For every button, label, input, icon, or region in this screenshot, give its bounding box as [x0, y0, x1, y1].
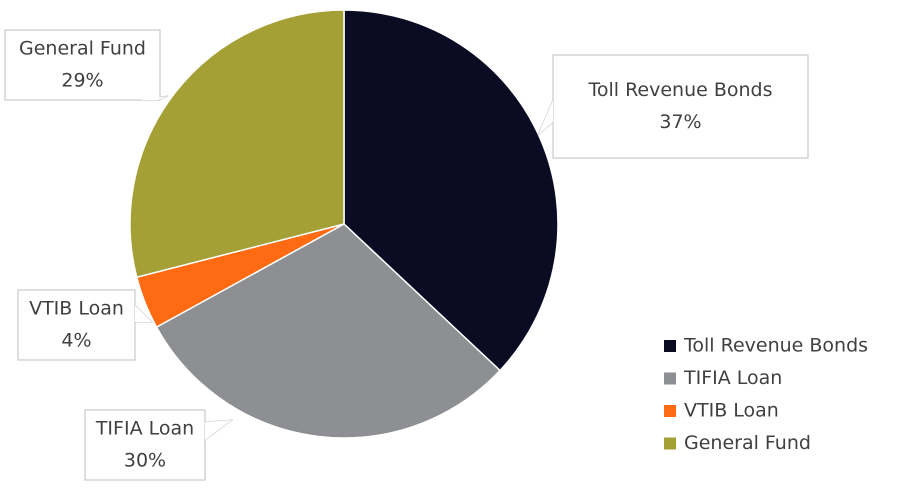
- callout-joint: [135, 305, 152, 322]
- pie-slice: [343, 9, 559, 372]
- pie-slice: [155, 223, 502, 439]
- data-label-name: TIFIA Loan: [95, 418, 194, 440]
- data-label-value: 37%: [659, 111, 701, 133]
- legend-label: Toll Revenue Bonds: [683, 335, 868, 357]
- legend-label: TIFIA Loan: [683, 367, 782, 389]
- callout-joint: [205, 420, 232, 440]
- data-label-name: General Fund: [19, 38, 146, 60]
- callout-box: [4, 29, 161, 101]
- callout-joint: [140, 96, 168, 100]
- data-label-value: 30%: [124, 450, 166, 472]
- legend-swatch: [664, 340, 676, 352]
- legend-label: General Fund: [684, 432, 811, 454]
- callout-joint: [538, 100, 553, 135]
- callout-box: [84, 409, 206, 481]
- data-label-value: 4%: [61, 330, 91, 352]
- data-label-name: VTIB Loan: [29, 298, 124, 320]
- legend-label: VTIB Loan: [684, 400, 779, 422]
- callout-box: [552, 54, 809, 159]
- data-label-value: 29%: [61, 70, 103, 92]
- pie-slice: [129, 9, 345, 279]
- legend-swatch: [664, 437, 676, 450]
- data-label-name: Toll Revenue Bonds: [587, 79, 772, 101]
- legend-swatch: [664, 372, 676, 385]
- legend-swatch: [664, 405, 676, 417]
- callout-box: [17, 289, 136, 361]
